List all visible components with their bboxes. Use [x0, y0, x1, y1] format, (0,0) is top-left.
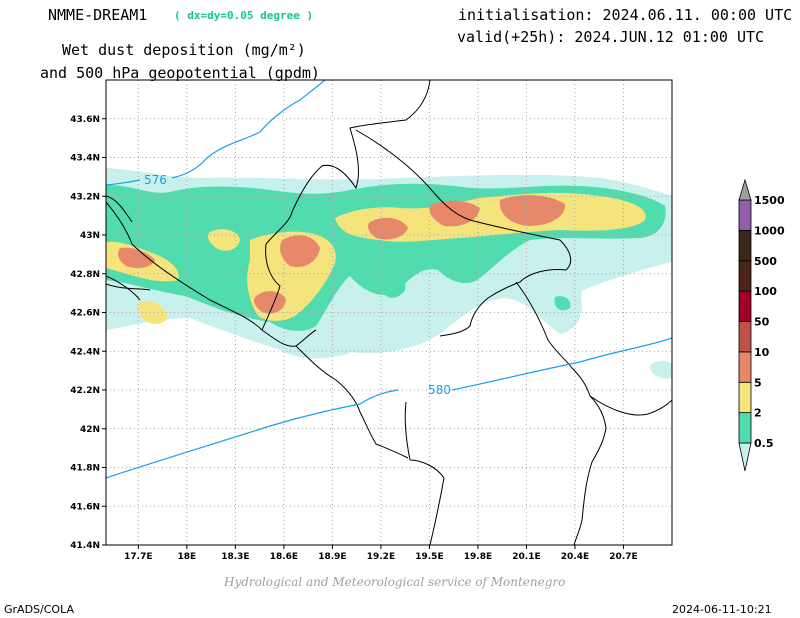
initialisation-time: initialisation: 2024.06.11. 00:00 UTC — [458, 6, 793, 24]
contour-label-580: 580 — [428, 383, 451, 397]
lat-tick-label: 43.6N — [70, 115, 100, 125]
legend-swatch — [738, 321, 752, 353]
latitude-axis: 41.4N 41.6N 41.8N 42N 42.2N 42.4N 42.6N 42.8N 43… — [70, 115, 106, 551]
lat-tick-label: 42.4N — [70, 347, 100, 357]
credit-text: Hydrological and Meteorological service … — [224, 575, 566, 589]
legend-label: 50 — [754, 316, 770, 329]
lon-tick-label: 19.2E — [367, 552, 395, 562]
map-title-line1: Wet dust deposition (mg/m²) — [62, 41, 306, 59]
lat-tick-label: 42.6N — [70, 309, 100, 319]
deposition-field — [106, 168, 672, 379]
lat-tick-label: 41.6N — [70, 502, 100, 512]
lat-tick-label: 42.2N — [70, 386, 100, 396]
lon-tick-label: 18.3E — [221, 552, 249, 562]
lon-tick-label: 20.4E — [561, 552, 589, 562]
legend-label: 0.5 — [754, 437, 774, 450]
lon-tick-label: 17.7E — [124, 552, 152, 562]
legend-swatch — [738, 260, 752, 292]
legend-label: 100 — [754, 285, 777, 298]
lat-tick-label: 42.8N — [70, 270, 100, 280]
geopotential-contours — [106, 80, 672, 479]
lat-tick-label: 43.4N — [70, 154, 100, 164]
legend-label: 1000 — [754, 224, 785, 237]
lat-tick-label: 43.2N — [70, 192, 100, 202]
lat-tick-label: 41.8N — [70, 464, 100, 474]
lon-tick-label: 18E — [178, 552, 197, 562]
render-timestamp: 2024-06-11-10:21 — [672, 603, 772, 616]
legend-swatch — [738, 178, 752, 201]
legend-swatch — [738, 412, 752, 444]
country-borders — [106, 80, 672, 545]
legend-label: 1500 — [754, 194, 785, 207]
legend-label: 10 — [754, 346, 770, 359]
model-name: NMME-DREAM1 — [48, 6, 148, 24]
legend-swatch — [738, 351, 752, 383]
lon-tick-label: 20.1E — [512, 552, 540, 562]
longitude-axis: 17.7E 18E 18.3E 18.6E 18.9E 19.2E 19.5E 19.8E 20… — [124, 545, 638, 562]
colorbar-legend: 0.5 2 5 10 50 100 500 1000 1500 — [738, 178, 785, 472]
legend-swatch — [738, 442, 752, 472]
legend-swatch — [738, 199, 752, 231]
legend-label: 2 — [754, 407, 762, 420]
lat-tick-label: 41.4N — [70, 541, 100, 551]
lon-tick-label: 18.6E — [270, 552, 298, 562]
valid-time: valid(+25h): 2024.JUN.12 01:00 UTC — [457, 28, 765, 46]
legend-swatch — [738, 381, 752, 414]
lon-tick-label: 18.9E — [318, 552, 346, 562]
lon-tick-label: 20.7E — [609, 552, 637, 562]
legend-swatch — [738, 229, 752, 262]
lon-tick-label: 19.5E — [415, 552, 443, 562]
legend-label: 5 — [754, 376, 762, 389]
grads-label: GrADS/COLA — [4, 603, 74, 616]
lon-tick-label: 19.8E — [464, 552, 492, 562]
lat-tick-label: 43N — [80, 231, 100, 241]
model-resolution: ( dx=dy=0.05 degree ) — [174, 9, 314, 22]
contour-label-576: 576 — [144, 173, 167, 187]
lat-tick-label: 42N — [80, 425, 100, 435]
legend-label: 500 — [754, 255, 777, 268]
map-grid — [106, 80, 672, 545]
legend-swatch — [738, 290, 752, 322]
map-title-line2: and 500 hPa geopotential (gpdm) — [40, 64, 320, 82]
